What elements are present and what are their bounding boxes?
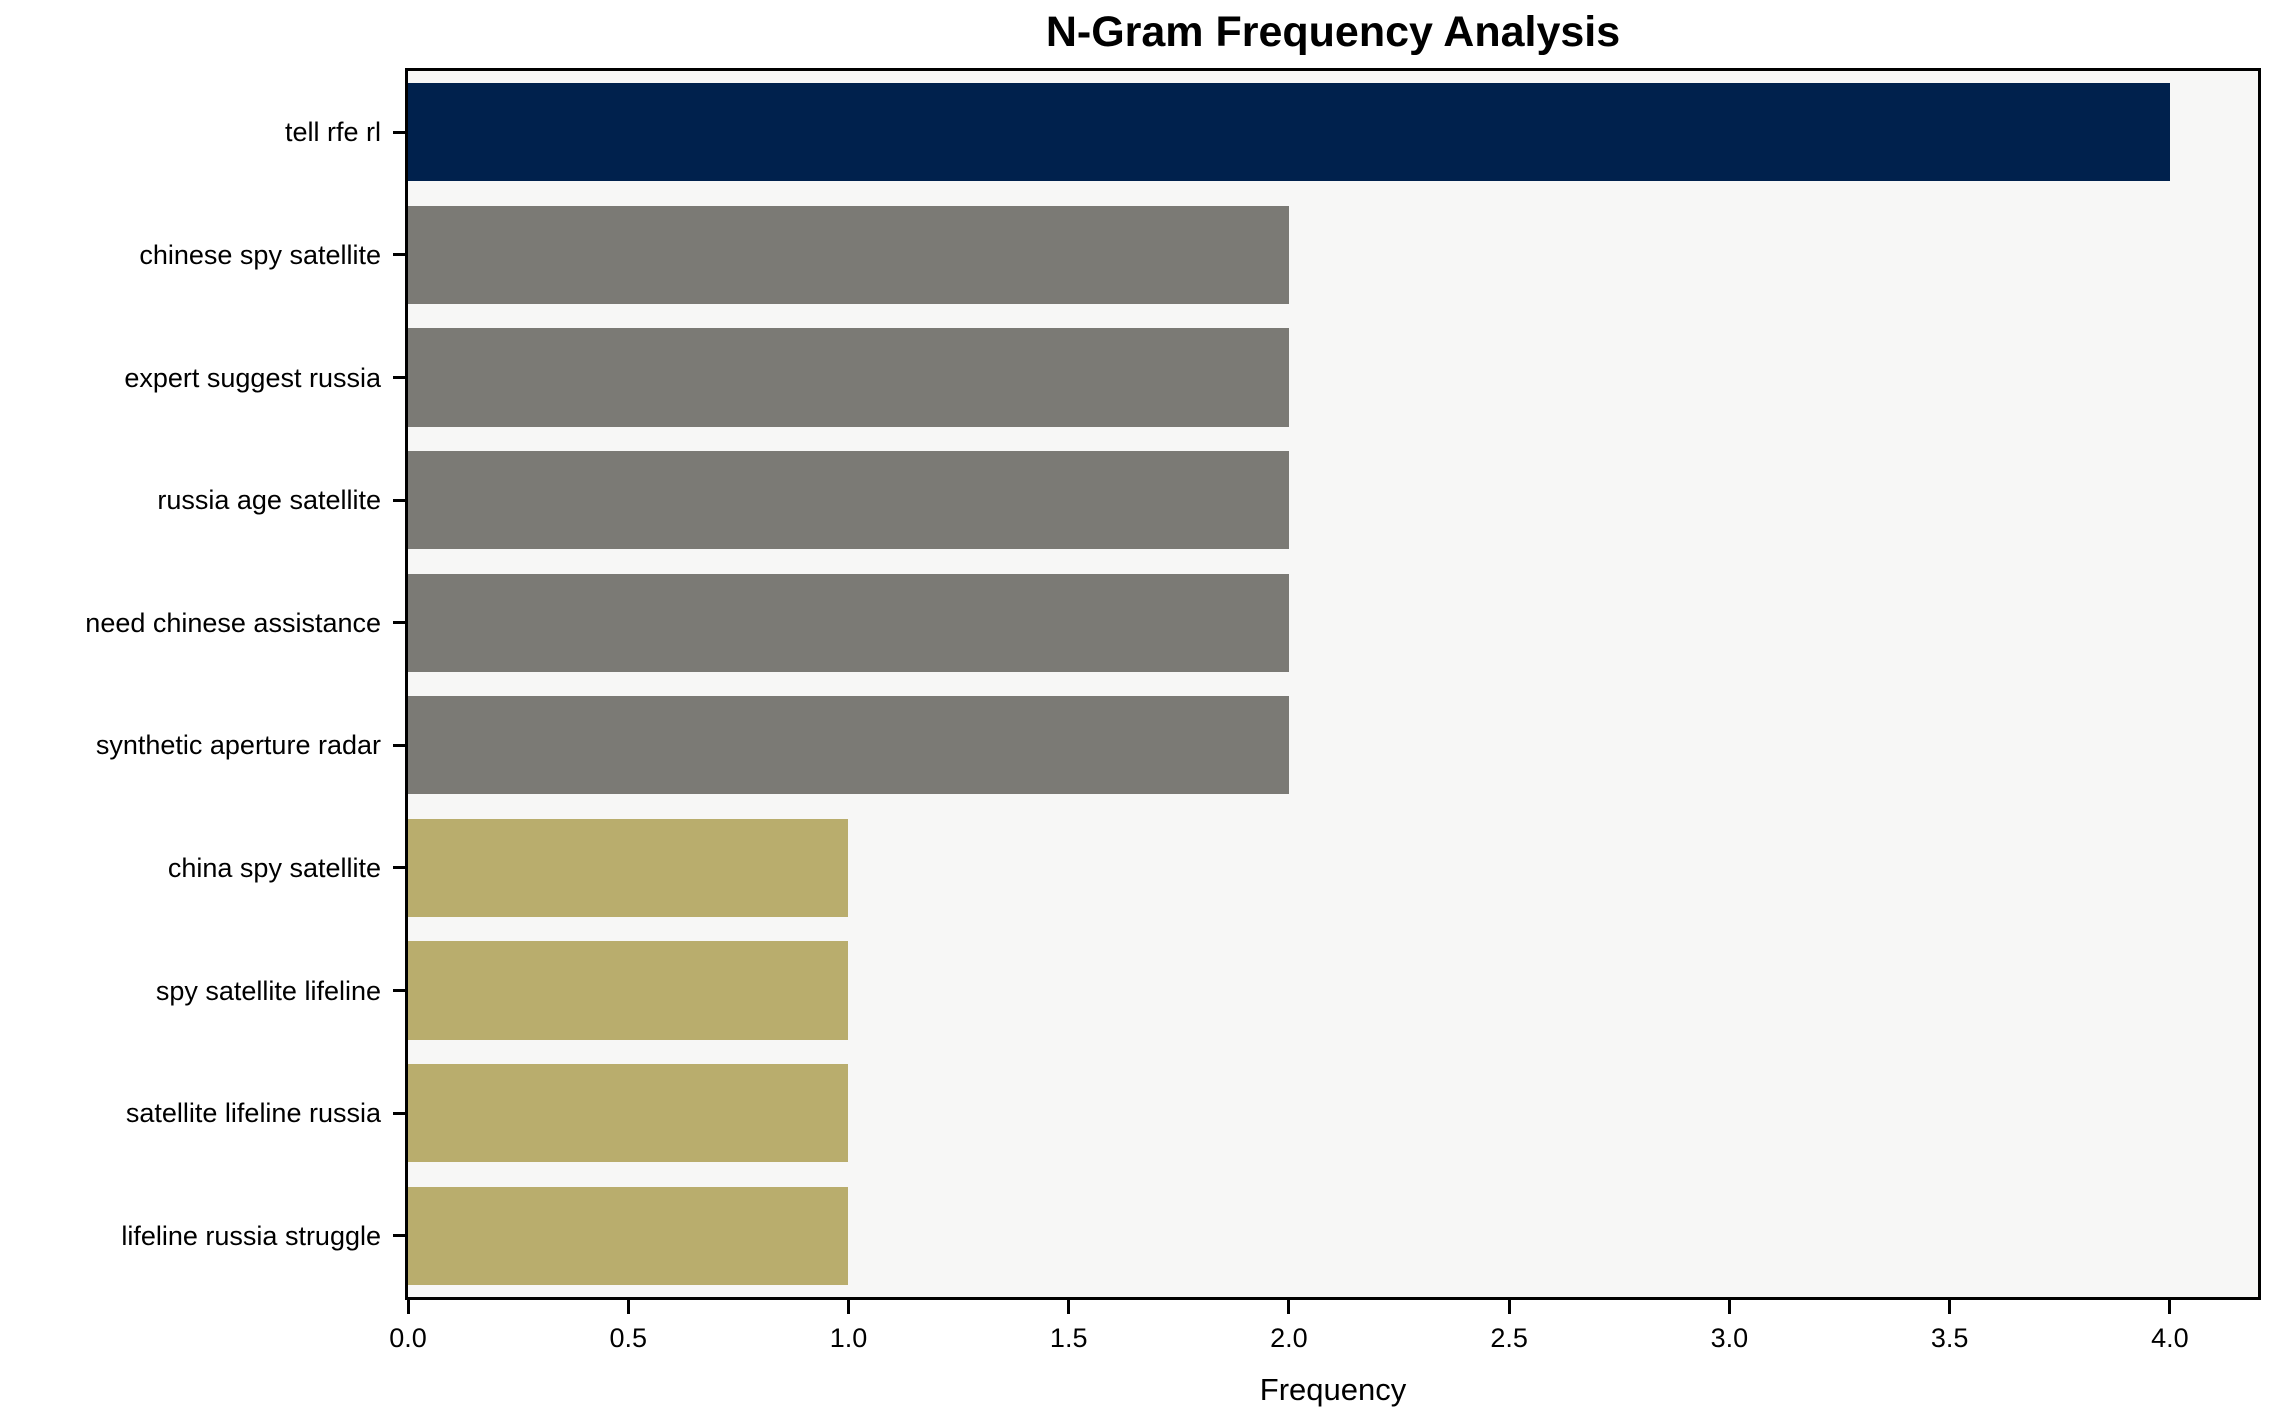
y-tick-label: china spy satellite (167, 852, 381, 883)
x-tick-mark (1507, 1300, 1511, 1314)
x-tick-mark (1287, 1300, 1291, 1314)
y-tick-mark (393, 621, 405, 625)
y-tick-label: synthetic aperture radar (95, 730, 381, 761)
x-tick-label: 0.0 (389, 1323, 427, 1353)
bar-satellite-lifeline-russia (408, 1064, 849, 1163)
y-tick-mark (393, 498, 405, 502)
bar-china-spy-satellite (408, 818, 849, 917)
x-tick-mark (1067, 1300, 1071, 1314)
x-tick-mark (626, 1300, 630, 1314)
y-tick-mark (393, 866, 405, 870)
x-tick-mark (1948, 1300, 1952, 1314)
y-tick-mark (393, 376, 405, 379)
y-tick-mark (393, 989, 405, 992)
bar-need-chinese-assistance (408, 573, 1289, 672)
y-tick-label: need chinese assistance (85, 607, 381, 638)
bar-spy-satellite-lifeline (408, 941, 849, 1040)
bar-russia-age-satellite (408, 451, 1289, 550)
plot-area (405, 68, 2261, 1300)
y-tick-label: lifeline russia struggle (121, 1220, 381, 1251)
x-tick-label: 2.5 (1490, 1323, 1528, 1353)
x-tick-label: 1.0 (829, 1323, 868, 1353)
x-tick-label: 4.0 (2151, 1323, 2189, 1353)
x-tick-label: 0.5 (609, 1323, 647, 1353)
bar-chinese-spy-satellite (408, 205, 1289, 304)
y-tick-mark (393, 1111, 405, 1115)
y-tick-mark (393, 1234, 405, 1238)
x-tick-label: 2.0 (1270, 1323, 1308, 1353)
y-tick-mark (393, 253, 405, 257)
y-tick-mark (393, 743, 405, 747)
y-tick-label: tell rfe rl (284, 117, 381, 148)
y-tick-label: russia age satellite (157, 485, 381, 516)
bar-synthetic-aperture-radar (408, 696, 1289, 795)
x-axis-label: Frequency (1259, 1372, 1407, 1407)
x-tick-mark (2168, 1300, 2172, 1314)
bar-lifeline-russia-struggle (408, 1186, 849, 1285)
x-tick-mark (1727, 1300, 1731, 1314)
bar-expert-suggest-russia (408, 328, 1289, 427)
y-tick-label: satellite lifeline russia (125, 1098, 381, 1129)
x-tick-mark (846, 1300, 850, 1314)
y-tick-mark (393, 130, 405, 134)
x-tick-label: 3.0 (1710, 1323, 1749, 1353)
x-tick-mark (406, 1300, 410, 1314)
x-tick-label: 3.5 (1930, 1323, 1969, 1353)
chart-title: N-Gram Frequency Analysis (1045, 8, 1621, 56)
y-tick-label: chinese spy satellite (139, 239, 381, 270)
bar-tell-rfe-rl (408, 83, 2170, 182)
y-tick-label: expert suggest russia (124, 362, 381, 393)
y-tick-label: spy satellite lifeline (155, 975, 381, 1006)
x-tick-label: 1.5 (1049, 1323, 1088, 1353)
